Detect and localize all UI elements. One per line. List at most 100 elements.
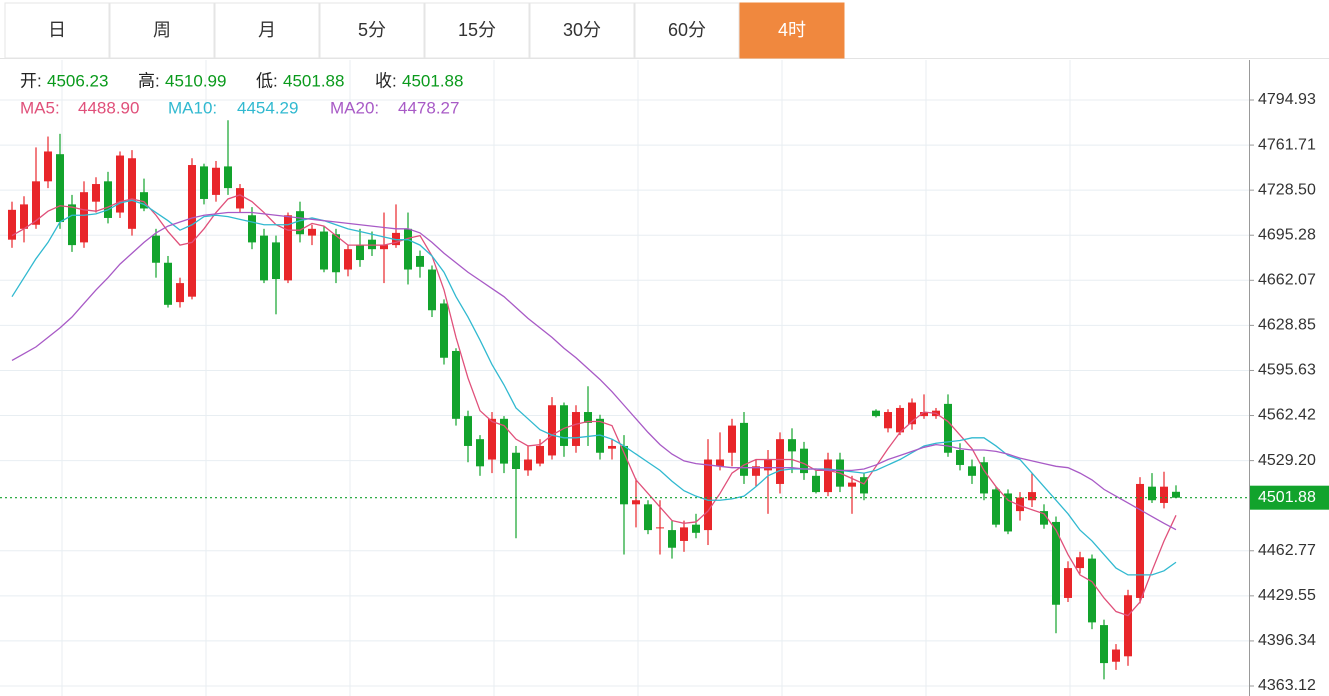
ma-line [11, 211, 1177, 531]
candle-body [800, 448, 808, 474]
tab-label[interactable]: 5分 [358, 20, 386, 40]
y-tick-label: 4429.55 [1258, 587, 1316, 604]
candle-body [308, 228, 316, 236]
candle-body [884, 412, 892, 429]
candle-body [740, 422, 748, 476]
tab[interactable] [319, 2, 425, 59]
candle-body [248, 215, 256, 243]
candle-body [320, 231, 328, 270]
candle-body [260, 235, 268, 281]
tab-label[interactable]: 60分 [668, 20, 706, 40]
ohlc-value: 4506.23 [47, 71, 108, 90]
candle-body [296, 211, 304, 235]
y-tick-label: 4396.34 [1258, 632, 1316, 649]
candle-body [104, 181, 112, 218]
ohlc-value: 4510.99 [165, 71, 226, 90]
candle-body [608, 445, 616, 449]
candle-body [428, 269, 436, 311]
tab[interactable] [529, 2, 635, 59]
candle-body [980, 462, 988, 494]
candle-body [920, 412, 928, 417]
ohlc-value: 4501.88 [402, 71, 463, 90]
candle-body [116, 155, 124, 213]
ma-line [11, 194, 1177, 617]
y-tick-label: 4728.50 [1258, 181, 1316, 198]
candle-body [416, 255, 424, 267]
candle-body [1040, 511, 1048, 525]
candle-body [1160, 486, 1168, 503]
candle-body [704, 459, 712, 531]
candle-body [1064, 568, 1072, 598]
candle-body [1136, 483, 1144, 598]
candle-body [212, 167, 220, 195]
candle-body [1148, 486, 1156, 501]
candle-body [464, 416, 472, 446]
candle-body [908, 402, 916, 425]
candle-body [1052, 521, 1060, 605]
tab[interactable] [424, 2, 530, 59]
candle-body [824, 459, 832, 493]
candle-body [548, 405, 556, 456]
candle-body [404, 228, 412, 270]
candle-body [860, 477, 868, 494]
y-tick-label: 4462.77 [1258, 542, 1316, 559]
tab[interactable] [214, 2, 320, 59]
ohlc-label: 高: [138, 71, 160, 90]
tab-label[interactable]: 15分 [458, 20, 496, 40]
tab[interactable] [109, 2, 215, 59]
tab-label[interactable]: 30分 [563, 20, 601, 40]
candle-body [488, 418, 496, 460]
candle-body [1028, 492, 1036, 501]
y-tick-label: 4794.93 [1258, 91, 1316, 108]
candle-body [200, 166, 208, 199]
ohlc-label: 收: [375, 71, 397, 90]
ma-legend-value: 4478.27 [398, 98, 459, 117]
tab-label[interactable]: 4时 [778, 20, 806, 40]
ma-legend-name: MA20: [330, 98, 379, 117]
candle-body [1100, 625, 1108, 664]
y-tick-label: 4562.42 [1258, 407, 1316, 424]
candle-body [8, 209, 16, 240]
candle-body [812, 475, 820, 493]
tab-label[interactable]: 月 [258, 20, 276, 40]
candle-body [80, 192, 88, 243]
candle-body [476, 439, 484, 467]
current-price-box [1250, 485, 1329, 510]
tab[interactable] [4, 2, 110, 59]
candle-body [512, 452, 520, 470]
candle-body [92, 184, 100, 202]
candle-body [68, 204, 76, 246]
candle-body [728, 425, 736, 453]
y-tick-label: 4363.12 [1258, 677, 1316, 694]
candle-body [188, 165, 196, 297]
candle-body [20, 204, 28, 229]
y-tick-label: 4662.07 [1258, 272, 1316, 289]
tab[interactable] [634, 2, 740, 59]
candle-body [284, 215, 292, 281]
candle-body [632, 500, 640, 505]
candle-body [560, 405, 568, 446]
candle-body [896, 407, 904, 433]
candle-body [56, 154, 64, 223]
ohlc-value: 4501.88 [283, 71, 344, 90]
candle-body [392, 232, 400, 246]
candle-body [956, 450, 964, 465]
y-tick-label: 4761.71 [1258, 136, 1316, 153]
candle-body [164, 262, 172, 305]
y-tick-label: 4695.28 [1258, 226, 1316, 243]
ohlc-label: 开: [20, 71, 42, 90]
tab-label[interactable]: 日 [48, 20, 66, 40]
ma-legend-value: 4454.29 [237, 98, 298, 117]
candle-body [1016, 497, 1024, 512]
tab-label[interactable]: 周 [153, 20, 171, 40]
candle-body [944, 403, 952, 453]
candle-body [716, 459, 724, 467]
candle-body [368, 239, 376, 250]
candle-body [344, 249, 352, 270]
candle-body [332, 234, 340, 273]
candle-body [692, 524, 700, 533]
candle-body [1112, 649, 1120, 662]
candle-body [152, 235, 160, 263]
tab[interactable] [739, 2, 845, 59]
